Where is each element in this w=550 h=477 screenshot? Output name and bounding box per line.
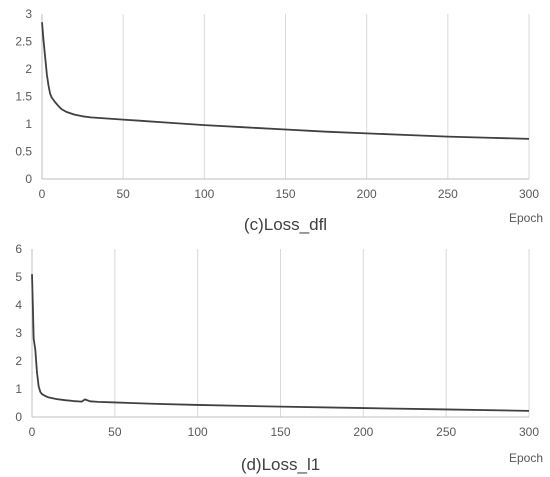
loss-l1-x-tick-label: 100 bbox=[188, 425, 208, 439]
loss-dfl-title: (c)Loss_dfl bbox=[244, 215, 327, 234]
loss-l1-y-tick-label: 6 bbox=[15, 242, 22, 256]
loss-dfl-x-tick-label: 250 bbox=[438, 187, 458, 201]
loss-l1-y-tick-label: 4 bbox=[15, 298, 22, 312]
loss-dfl-y-tick-label: 0.5 bbox=[15, 145, 32, 159]
chart-loss-dfl: 0 0.5 1 1.5 2 2.5 3 0 50 100 150 200 250 300 Epoch (c)L… bbox=[15, 7, 543, 234]
loss-l1-y-tick-label: 2 bbox=[15, 354, 22, 368]
loss-dfl-x-tick-label: 200 bbox=[357, 187, 377, 201]
loss-dfl-y-tick-label: 2 bbox=[25, 62, 32, 76]
loss-dfl-x-tick-label: 0 bbox=[39, 187, 46, 201]
loss-l1-x-tick-label: 0 bbox=[29, 425, 36, 439]
loss-dfl-x-tick-label: 300 bbox=[519, 187, 539, 201]
loss-l1-y-tick-label: 0 bbox=[15, 410, 22, 424]
loss-l1-x-axis-label: Epoch bbox=[509, 451, 543, 465]
loss-l1-x-tick-label: 50 bbox=[108, 425, 122, 439]
loss-l1-y-tick-label: 3 bbox=[15, 326, 22, 340]
loss-l1-x-tick-label: 200 bbox=[353, 425, 373, 439]
loss-l1-series-line bbox=[31, 274, 530, 412]
loss-dfl-x-tick-label: 150 bbox=[275, 187, 295, 201]
loss-l1-x-tick-label: 150 bbox=[270, 425, 290, 439]
loss-l1-y-tick-label: 5 bbox=[15, 270, 22, 284]
loss-l1-title: (d)Loss_l1 bbox=[241, 455, 320, 474]
loss-dfl-x-tick-label: 50 bbox=[116, 187, 130, 201]
loss-dfl-y-tick-label: 2.5 bbox=[15, 35, 32, 49]
loss-l1-y-tick-label: 1 bbox=[15, 382, 22, 396]
loss-dfl-y-tick-label: 1.5 bbox=[15, 90, 32, 104]
loss-dfl-y-tick-label: 3 bbox=[25, 7, 32, 21]
loss-l1-x-tick-label: 300 bbox=[519, 425, 539, 439]
chart-loss-l1: 0 1 2 3 4 5 6 0 50 100 150 200 250 300 Epoch (d)Loss_l1 bbox=[15, 242, 543, 474]
loss-dfl-series-line bbox=[41, 22, 530, 140]
loss-dfl-y-tick-label: 0 bbox=[25, 172, 32, 186]
loss-dfl-x-tick-label: 100 bbox=[194, 187, 214, 201]
loss-l1-x-tick-label: 250 bbox=[436, 425, 456, 439]
loss-dfl-y-tick-label: 1 bbox=[25, 117, 32, 131]
loss-dfl-x-axis-label: Epoch bbox=[509, 211, 543, 225]
